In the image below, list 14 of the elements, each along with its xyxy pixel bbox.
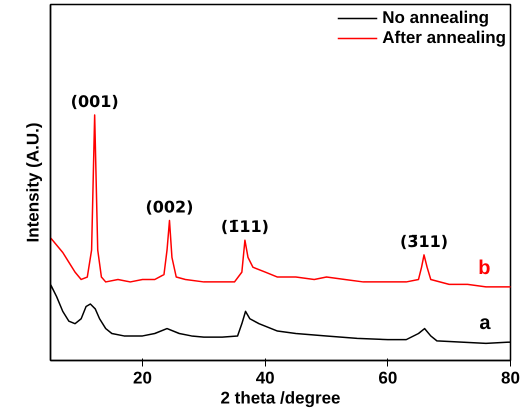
- x-axis-title: 2 theta /degree: [220, 388, 341, 408]
- annotation: (001): [70, 92, 119, 111]
- x-tick-label: 80: [501, 368, 520, 388]
- annotation: (1̄11): [220, 217, 269, 236]
- annotation: (002): [145, 198, 194, 217]
- annotation: b: [478, 256, 490, 279]
- x-tick-label: 20: [133, 368, 152, 388]
- legend-label: No annealing: [382, 8, 489, 28]
- legend-label: After annealing: [382, 28, 506, 48]
- y-axis-title: Intensity (A.U.): [24, 122, 42, 242]
- annotation: (3̄11): [400, 232, 448, 251]
- x-tick-label: 40: [256, 368, 275, 388]
- x-tick-label: 60: [378, 368, 398, 388]
- annotation: a: [479, 312, 492, 334]
